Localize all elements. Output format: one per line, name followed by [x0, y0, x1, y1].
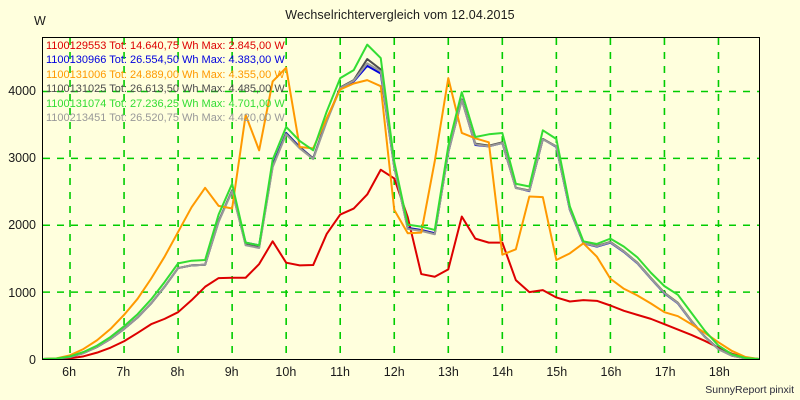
- y-tick-label: 1000: [8, 285, 36, 300]
- x-tick-label: 16h: [600, 365, 622, 379]
- x-tick-label: 9h: [224, 365, 239, 379]
- legend-item-1100131025[interactable]: 1100131025 Tot: 26.613,50 Wh Max: 4.485,…: [46, 83, 285, 96]
- x-tick-label: 12h: [383, 365, 405, 379]
- x-tick-label: 10h: [275, 365, 297, 379]
- x-tick-label: 13h: [437, 365, 459, 379]
- series-line-1100213451: [43, 63, 759, 359]
- series-lines: [43, 38, 759, 359]
- plot-inner: [43, 38, 759, 359]
- x-tick-label: 8h: [170, 365, 185, 379]
- y-tick-label: 0: [29, 353, 36, 367]
- legend-item-1100131074[interactable]: 1100131074 Tot: 27.236,25 Wh Max: 4.701,…: [46, 97, 285, 110]
- y-tick-label: 2000: [8, 218, 36, 233]
- x-tick-label: 15h: [546, 365, 568, 379]
- x-tick-label: 14h: [492, 365, 514, 379]
- legend-item-1100213451[interactable]: 1100213451 Tot: 26.520,75 Wh Max: 4.420,…: [46, 111, 285, 124]
- y-tick-label: 3000: [8, 151, 36, 166]
- x-tick-label: 18h: [708, 365, 730, 379]
- x-tick-label: 6h: [62, 365, 77, 379]
- series-line-1100131074: [43, 45, 759, 359]
- chart-title: Wechselrichtervergleich vom 12.04.2015: [285, 8, 515, 22]
- x-tick-label: 11h: [330, 365, 350, 379]
- x-tick-label: 7h: [116, 365, 131, 379]
- plot-area: [42, 37, 760, 360]
- x-tick-label: 17h: [654, 365, 676, 379]
- legend-item-1100131006[interactable]: 1100131006 Tot: 24.889,00 Wh Max: 4.355,…: [46, 68, 285, 81]
- legend-item-1100129553[interactable]: 1100129553 Tot: 14.640,75 Wh Max: 2.845,…: [46, 40, 285, 52]
- y-tick-label: 4000: [8, 83, 36, 98]
- series-line-1100131006: [43, 68, 759, 359]
- legend[interactable]: 1100129553 Tot: 14.640,75 Wh Max: 2.845,…: [46, 39, 285, 125]
- footer-credit: SunnyReport pinxit: [705, 384, 794, 396]
- y-axis-unit-label: W: [34, 14, 46, 28]
- legend-item-1100130966[interactable]: 1100130966 Tot: 26.554,50 Wh Max: 4.383,…: [46, 54, 285, 67]
